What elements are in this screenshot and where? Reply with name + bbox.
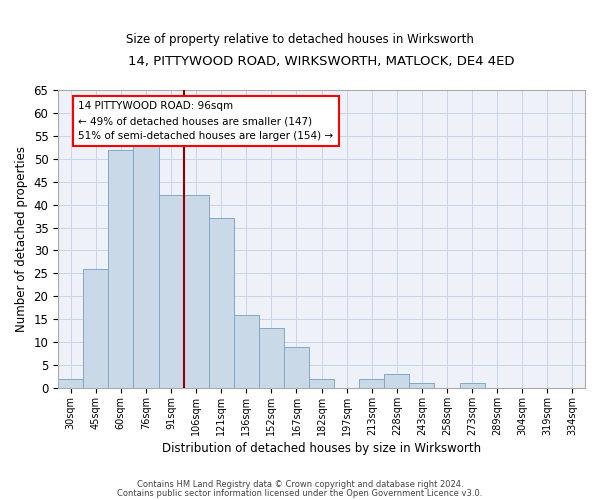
Bar <box>284 347 309 388</box>
Bar <box>309 379 334 388</box>
Bar <box>384 374 409 388</box>
Bar <box>234 314 259 388</box>
Text: 14 PITTYWOOD ROAD: 96sqm
← 49% of detached houses are smaller (147)
51% of semi-: 14 PITTYWOOD ROAD: 96sqm ← 49% of detach… <box>78 102 334 141</box>
Bar <box>184 196 209 388</box>
Text: Size of property relative to detached houses in Wirksworth: Size of property relative to detached ho… <box>126 32 474 46</box>
Bar <box>409 384 434 388</box>
Bar <box>259 328 284 388</box>
Bar <box>209 218 234 388</box>
Title: 14, PITTYWOOD ROAD, WIRKSWORTH, MATLOCK, DE4 4ED: 14, PITTYWOOD ROAD, WIRKSWORTH, MATLOCK,… <box>128 55 515 68</box>
Bar <box>109 150 133 388</box>
Bar <box>158 196 184 388</box>
Bar <box>58 379 83 388</box>
Bar <box>133 140 158 388</box>
Text: Contains HM Land Registry data © Crown copyright and database right 2024.: Contains HM Land Registry data © Crown c… <box>137 480 463 489</box>
X-axis label: Distribution of detached houses by size in Wirksworth: Distribution of detached houses by size … <box>162 442 481 455</box>
Y-axis label: Number of detached properties: Number of detached properties <box>15 146 28 332</box>
Bar <box>83 269 109 388</box>
Text: Contains public sector information licensed under the Open Government Licence v3: Contains public sector information licen… <box>118 488 482 498</box>
Bar <box>359 379 384 388</box>
Bar <box>460 384 485 388</box>
